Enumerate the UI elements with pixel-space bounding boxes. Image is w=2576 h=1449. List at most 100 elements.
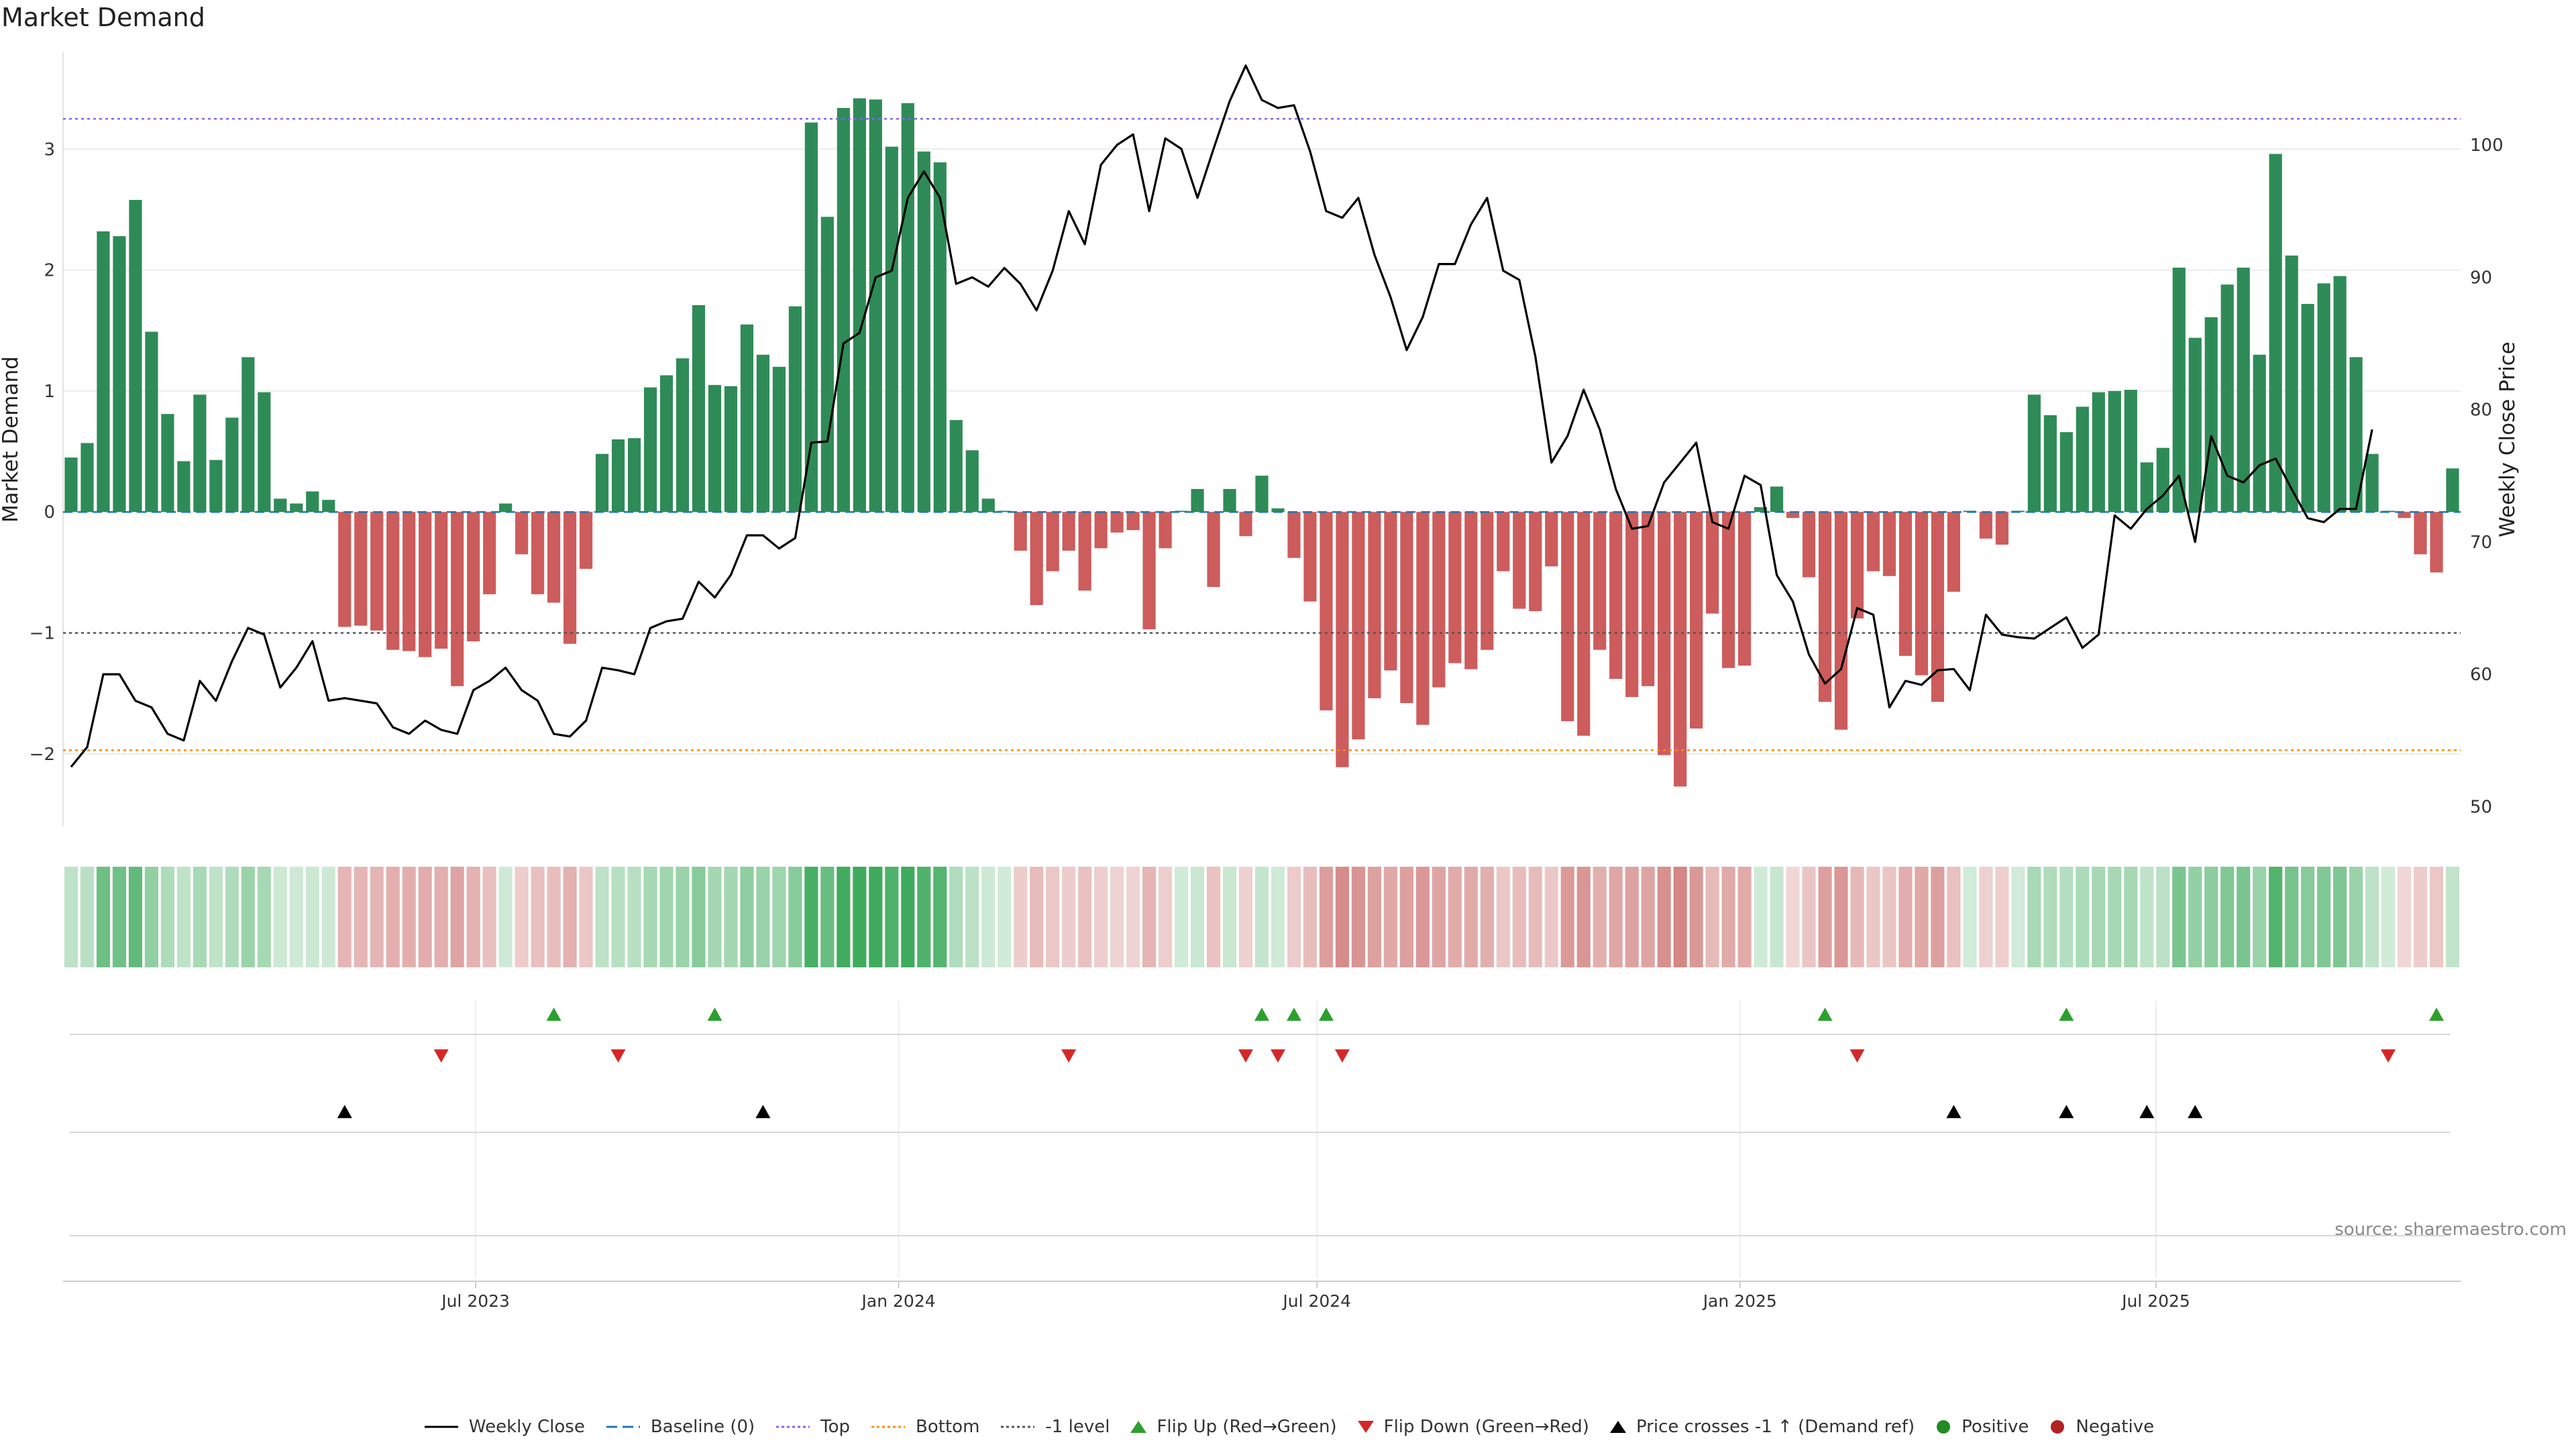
heat-cell xyxy=(1142,867,1157,967)
demand-bar xyxy=(2285,255,2298,513)
legend-item-bottom: Bottom xyxy=(869,1417,979,1437)
heat-cell xyxy=(643,867,657,967)
demand-bar xyxy=(901,103,914,513)
heat-cell xyxy=(466,867,480,967)
heat-cell xyxy=(1480,867,1494,967)
demand-bar xyxy=(2027,394,2041,513)
heat-cell xyxy=(2076,867,2090,967)
flip-up-marker xyxy=(2429,1008,2445,1021)
y-tick-label-left: 0 xyxy=(44,502,55,523)
flip-down-marker xyxy=(1238,1049,1254,1063)
heat-cell xyxy=(498,867,513,967)
price-cross-marker xyxy=(1946,1105,1962,1118)
weekly-close-line xyxy=(70,64,2373,768)
demand-bar xyxy=(2204,317,2218,513)
demand-bar xyxy=(1674,512,1687,787)
demand-bar xyxy=(1303,512,1317,602)
flip-up-marker xyxy=(2059,1008,2074,1021)
chart-legend: Weekly Close Baseline (0) Top Bottom -1 … xyxy=(0,1417,2576,1437)
heat-cell xyxy=(2059,867,2074,967)
heat-cell xyxy=(241,867,255,967)
legend-item-positive: Positive xyxy=(1933,1417,2029,1437)
demand-bar xyxy=(1159,512,1172,549)
heat-cell xyxy=(2333,867,2347,967)
demand-bar xyxy=(419,512,432,657)
heat-cell xyxy=(1351,867,1365,967)
demand-bar xyxy=(837,107,850,513)
demand-bar xyxy=(547,512,561,603)
heat-cell xyxy=(2317,867,2331,967)
heat-cell xyxy=(2108,867,2122,967)
flip-down-marker xyxy=(610,1049,626,1063)
heat-cell xyxy=(354,867,368,967)
demand-bar xyxy=(2076,407,2089,513)
heat-cell xyxy=(1030,867,1044,967)
demand-bar xyxy=(869,99,882,513)
heat-cell xyxy=(1190,867,1205,967)
heat-cell xyxy=(1496,867,1510,967)
demand-bar xyxy=(1014,512,1027,551)
demand-bar xyxy=(1834,512,1848,730)
demand-bar xyxy=(933,162,947,513)
heat-cell xyxy=(708,867,722,967)
heat-cell xyxy=(434,867,448,967)
heat-cell xyxy=(2365,867,2379,967)
demand-bar xyxy=(2317,283,2330,513)
legend-item-top: Top xyxy=(773,1417,850,1437)
demand-bar xyxy=(145,331,158,513)
heat-cell xyxy=(1834,867,1848,967)
demand-bar xyxy=(1223,488,1236,513)
demand-bar xyxy=(643,387,657,513)
heat-cell xyxy=(1159,867,1173,967)
demand-bar xyxy=(2253,354,2266,513)
heat-cell xyxy=(627,867,641,967)
triangle-down-icon xyxy=(1357,1421,1374,1433)
date-axis: Jul 2023 Jan 2024 Jul 2024 Jan 2025 Jul 2025 xyxy=(63,1281,2461,1311)
legend-item-flip-up: Flip Up (Red→Green) xyxy=(1128,1417,1337,1437)
demand-bar xyxy=(1754,506,1768,513)
heat-cell xyxy=(563,867,577,967)
heat-cell xyxy=(96,867,111,967)
heat-cell xyxy=(1319,867,1334,967)
heat-cell xyxy=(225,867,239,967)
heat-cell xyxy=(289,867,303,967)
heat-cell xyxy=(885,867,899,967)
heat-cell xyxy=(853,867,867,967)
y-tick-label-left: 3 xyxy=(44,140,55,160)
heat-cell xyxy=(933,867,947,967)
demand-bar xyxy=(2446,468,2459,513)
source-note: source: sharemaestro.com xyxy=(2334,1220,2567,1240)
heat-cell xyxy=(1303,867,1318,967)
triangle-up-icon xyxy=(1130,1421,1147,1433)
heat-cell xyxy=(112,867,127,967)
demand-bar xyxy=(756,354,770,513)
demand-bar xyxy=(853,98,866,513)
demand-bar xyxy=(2398,512,2411,519)
demand-bar xyxy=(1481,512,1494,650)
demand-bar xyxy=(2188,337,2202,513)
dotted-line-symbol-icon xyxy=(776,1426,810,1428)
flip-up-marker xyxy=(546,1008,561,1021)
demand-bar xyxy=(2414,512,2427,555)
heat-cell xyxy=(386,867,400,967)
demand-bar xyxy=(1110,512,1124,533)
demand-bar xyxy=(1513,512,1526,609)
dotted-line-symbol-icon xyxy=(871,1426,906,1428)
demand-bar xyxy=(1416,512,1430,725)
demand-bar xyxy=(2140,462,2153,513)
heat-cell xyxy=(305,867,319,967)
heat-cell xyxy=(1866,867,1880,967)
heat-cell xyxy=(1641,867,1655,967)
heat-cell xyxy=(1287,867,1301,967)
heat-cell xyxy=(1705,867,1719,967)
heat-cell xyxy=(1399,867,1413,967)
heat-cell xyxy=(788,867,802,967)
demand-bar xyxy=(1320,512,1333,710)
heat-cell xyxy=(1174,867,1189,967)
flip-down-marker xyxy=(1849,1049,1865,1063)
dot-icon xyxy=(2051,1420,2065,1434)
demand-bar xyxy=(483,512,496,594)
flip-down-marker xyxy=(433,1049,449,1063)
demand-bar xyxy=(692,305,706,513)
